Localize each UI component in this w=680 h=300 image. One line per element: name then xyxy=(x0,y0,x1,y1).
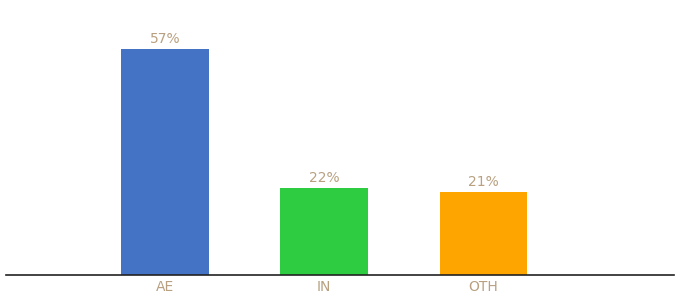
Text: 57%: 57% xyxy=(150,32,180,46)
Bar xyxy=(439,192,527,275)
Text: 22%: 22% xyxy=(309,171,339,184)
Bar xyxy=(121,49,209,275)
Bar xyxy=(280,188,368,275)
Text: 21%: 21% xyxy=(468,175,498,188)
